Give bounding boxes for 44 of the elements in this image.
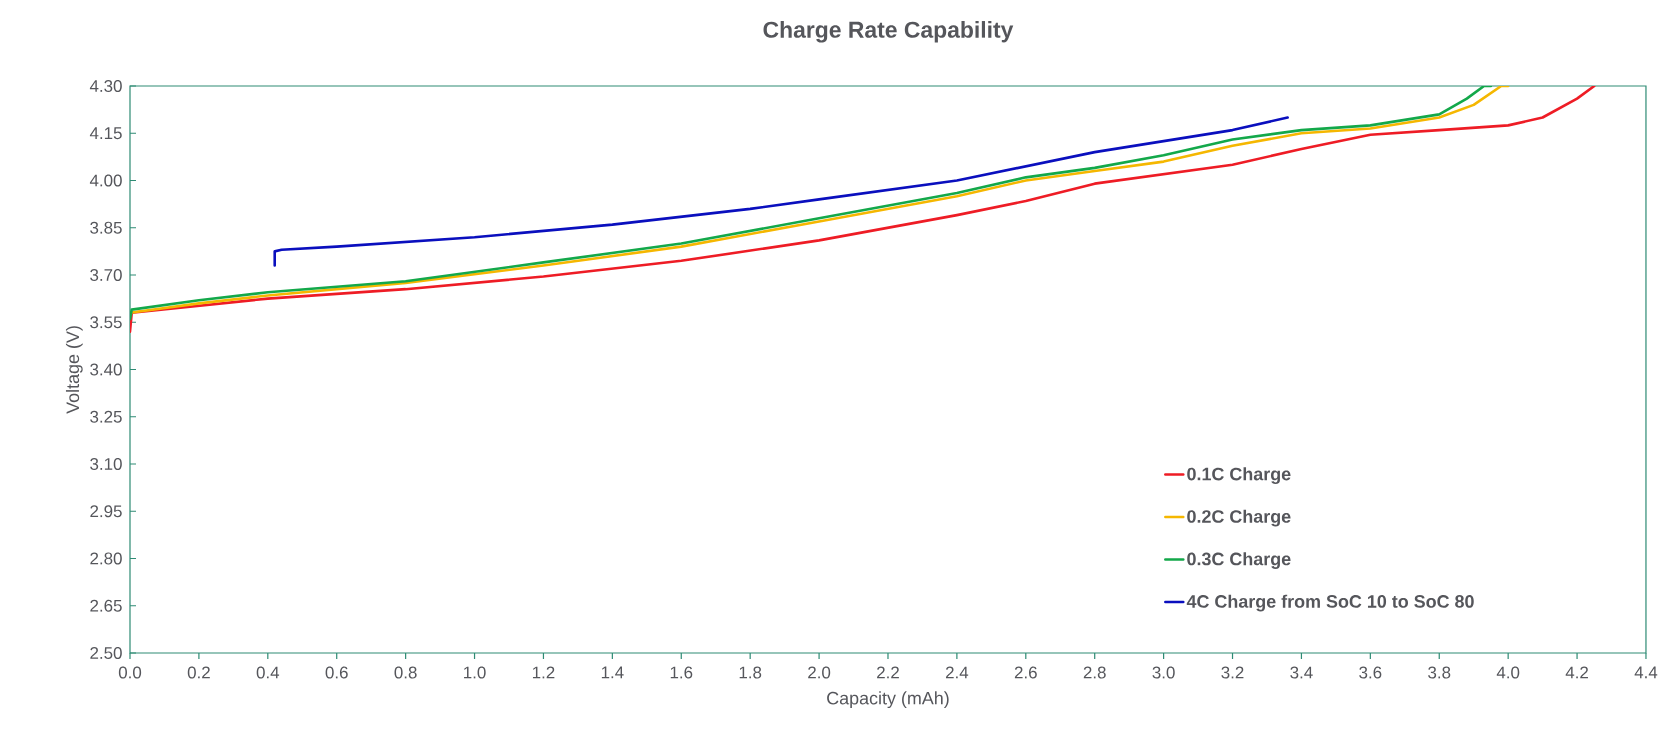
x-tick-label: 1.4 <box>601 666 624 679</box>
x-tick-label: 1.0 <box>464 666 486 679</box>
x-tick-label: 1.2 <box>532 666 555 679</box>
y-tick-label: 4.15 <box>89 127 122 140</box>
x-tick-label: 3.2 <box>1221 666 1244 679</box>
x-axis-title: Capacity (mAh) <box>827 691 949 709</box>
line-series <box>273 116 1289 267</box>
y-tick-label: 4.30 <box>89 80 122 92</box>
x-tick-label: 3.0 <box>1152 666 1175 679</box>
x-tick-label: 4.2 <box>1565 666 1588 679</box>
x-tick-label: 0.6 <box>325 666 348 679</box>
y-axis-title: Voltage (V) <box>65 326 83 414</box>
chart-title: Charge Rate Capability <box>763 21 1014 43</box>
y-tick-label: 3.70 <box>90 269 122 281</box>
y-tick-label: 3.10 <box>90 458 122 470</box>
legend-label: 0.3C Charge <box>1187 552 1291 569</box>
legend-label: 0.2C Charge <box>1187 509 1291 527</box>
y-tick-label: 3.55 <box>90 316 122 329</box>
x-tick-label: 3.6 <box>1359 666 1382 679</box>
y-tick-label: 3.25 <box>90 410 122 423</box>
y-tick-label: 4.00 <box>89 174 122 187</box>
x-tick-label: 2.0 <box>808 666 831 679</box>
x-tick-label: 4.4 <box>1634 666 1658 679</box>
x-tick-label: 2.2 <box>877 666 899 679</box>
y-tick-label: 2.80 <box>90 552 122 565</box>
x-tick-label: 2.4 <box>945 666 969 679</box>
y-tick-label: 2.65 <box>90 599 122 612</box>
x-tick-label: 4.0 <box>1496 666 1520 679</box>
y-tick-label: 3.40 <box>90 363 122 376</box>
y-tick-label: 2.95 <box>90 505 122 518</box>
x-tick-label: 1.8 <box>739 666 762 679</box>
legend-label: 0.1C Charge <box>1187 467 1291 484</box>
x-tick-label: 2.8 <box>1083 666 1106 679</box>
x-tick-label: 0.4 <box>256 666 280 679</box>
x-tick-label: 3.4 <box>1290 666 1313 679</box>
x-tick-label: 0.0 <box>118 666 142 679</box>
legend-label: 4C Charge from SoC 10 to SoC 80 <box>1186 594 1474 612</box>
x-tick-label: 2.6 <box>1014 666 1037 679</box>
x-tick-label: 1.6 <box>670 666 693 679</box>
x-tick-label: 0.8 <box>394 666 417 679</box>
y-tick-label: 3.85 <box>90 221 122 234</box>
y-tick-label: 2.50 <box>90 647 122 659</box>
x-tick-label: 0.2 <box>187 666 210 679</box>
x-tick-label: 3.8 <box>1428 666 1451 679</box>
